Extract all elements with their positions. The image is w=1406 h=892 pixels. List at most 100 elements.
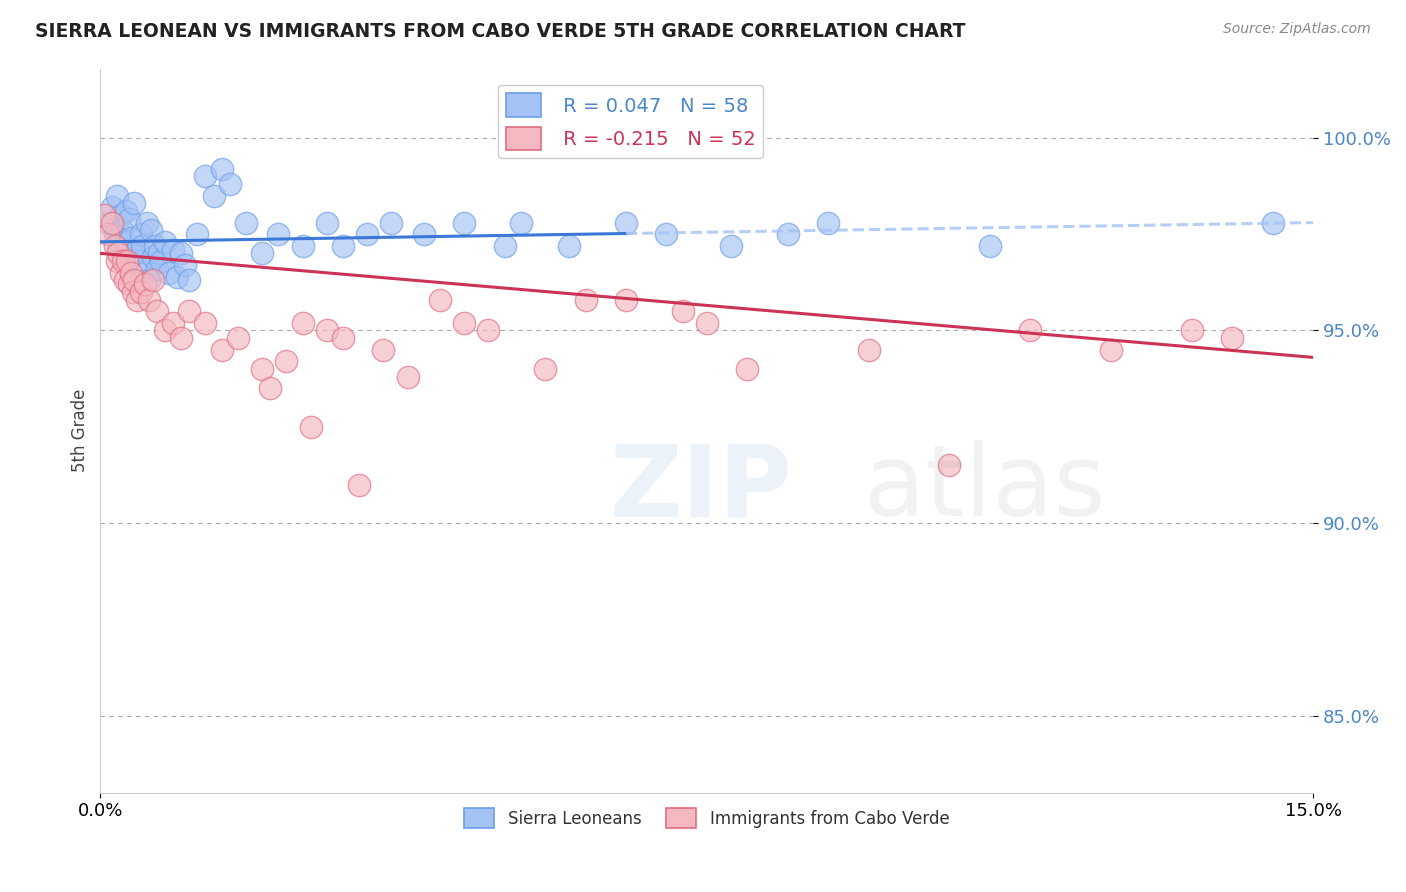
Point <box>696 316 718 330</box>
Point <box>226 331 249 345</box>
Point <box>179 273 201 287</box>
Point <box>162 243 184 257</box>
Point <box>124 196 146 211</box>
Point <box>373 343 395 357</box>
Point <box>146 304 169 318</box>
Point <box>153 323 176 337</box>
Point <box>115 204 138 219</box>
Point <box>315 323 337 337</box>
Point <box>174 258 197 272</box>
Point <box>453 216 475 230</box>
Point <box>655 227 678 241</box>
Point <box>1019 323 1042 337</box>
Point <box>110 266 132 280</box>
Point <box>259 381 281 395</box>
Point <box>153 235 176 249</box>
Text: Source: ZipAtlas.com: Source: ZipAtlas.com <box>1223 22 1371 37</box>
Point <box>671 304 693 318</box>
Point <box>129 285 152 299</box>
Point <box>157 266 180 280</box>
Point <box>614 293 637 307</box>
Point <box>396 369 419 384</box>
Point <box>162 316 184 330</box>
Point <box>110 208 132 222</box>
Point <box>136 216 159 230</box>
Point <box>194 169 217 184</box>
Point <box>97 227 120 241</box>
Point <box>1181 323 1204 337</box>
Point <box>235 216 257 230</box>
Point <box>250 246 273 260</box>
Text: ZIP: ZIP <box>610 440 793 537</box>
Point <box>202 188 225 202</box>
Point <box>101 200 124 214</box>
Point <box>101 216 124 230</box>
Point <box>105 188 128 202</box>
Point <box>453 316 475 330</box>
Point <box>179 304 201 318</box>
Point <box>128 254 150 268</box>
Point <box>170 331 193 345</box>
Point <box>380 216 402 230</box>
Text: atlas: atlas <box>865 440 1107 537</box>
Point <box>104 227 127 241</box>
Point <box>166 269 188 284</box>
Point <box>93 208 115 222</box>
Point <box>138 273 160 287</box>
Point <box>131 238 153 252</box>
Point <box>218 177 240 191</box>
Point <box>332 331 354 345</box>
Point <box>558 238 581 252</box>
Point <box>276 354 298 368</box>
Point <box>291 316 314 330</box>
Point <box>114 235 136 249</box>
Point <box>858 343 880 357</box>
Point <box>347 477 370 491</box>
Point <box>1099 343 1122 357</box>
Point <box>124 273 146 287</box>
Point <box>118 277 141 292</box>
Point <box>817 216 839 230</box>
Point <box>332 238 354 252</box>
Point <box>979 238 1001 252</box>
Point <box>194 316 217 330</box>
Point <box>97 216 120 230</box>
Point <box>291 238 314 252</box>
Point <box>148 246 170 260</box>
Point <box>776 227 799 241</box>
Point <box>104 238 127 252</box>
Point <box>142 250 165 264</box>
Point <box>114 273 136 287</box>
Point <box>107 238 129 252</box>
Point <box>121 246 143 260</box>
Point <box>211 161 233 176</box>
Point <box>614 216 637 230</box>
Point <box>120 231 142 245</box>
Point <box>118 211 141 226</box>
Point <box>107 246 129 260</box>
Point <box>494 238 516 252</box>
Point <box>138 293 160 307</box>
Point <box>142 273 165 287</box>
Point <box>143 238 166 252</box>
Point <box>211 343 233 357</box>
Legend: Sierra Leoneans, Immigrants from Cabo Verde: Sierra Leoneans, Immigrants from Cabo Ve… <box>457 801 956 835</box>
Y-axis label: 5th Grade: 5th Grade <box>72 389 89 472</box>
Point <box>134 277 156 292</box>
Point <box>105 254 128 268</box>
Point <box>315 216 337 230</box>
Point <box>141 223 163 237</box>
Point <box>111 223 134 237</box>
Point <box>250 362 273 376</box>
Point <box>134 266 156 280</box>
Point <box>356 227 378 241</box>
Point <box>720 238 742 252</box>
Point <box>170 246 193 260</box>
Point <box>146 261 169 276</box>
Point <box>534 362 557 376</box>
Point <box>121 285 143 299</box>
Text: SIERRA LEONEAN VS IMMIGRANTS FROM CABO VERDE 5TH GRADE CORRELATION CHART: SIERRA LEONEAN VS IMMIGRANTS FROM CABO V… <box>35 22 966 41</box>
Point <box>429 293 451 307</box>
Point <box>735 362 758 376</box>
Point <box>150 254 173 268</box>
